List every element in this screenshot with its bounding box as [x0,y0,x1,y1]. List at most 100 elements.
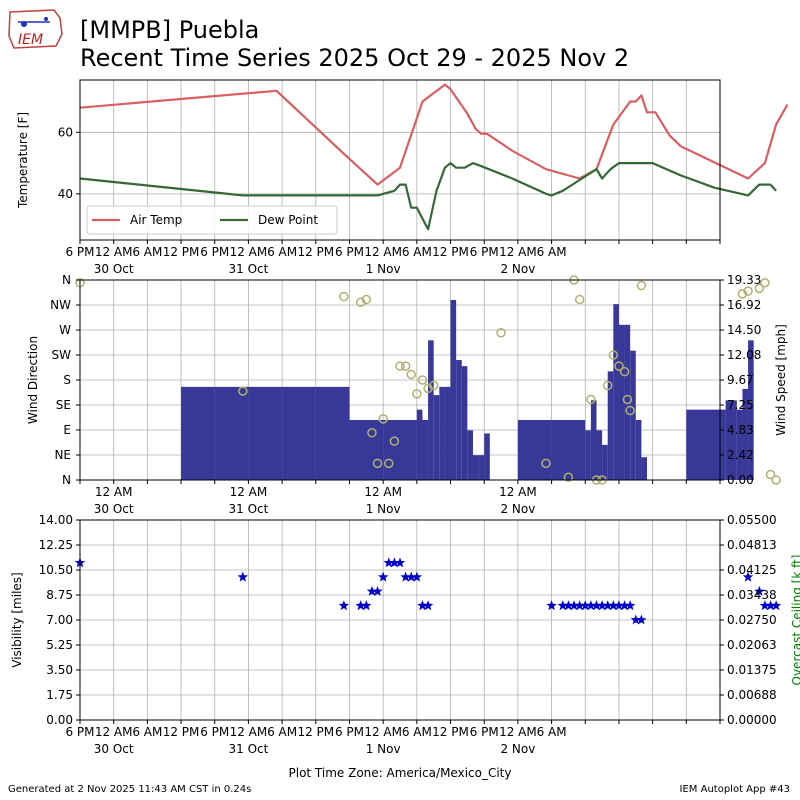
wind-speed-bar [450,299,457,480]
direction-tick-label: N [62,273,71,287]
wind-direction-marker [608,350,619,360]
x-tick-label: 12 AM [499,485,537,499]
visibility-marker [417,600,428,611]
wind-speed-bar [635,419,642,480]
wind-direction-marker [636,280,647,291]
x-tick-label: 12 PM [163,725,200,739]
visibility-marker [361,600,372,611]
ceiling-tick-label: 0.05500 [727,513,777,527]
visibility-marker [619,600,630,611]
wind-direction-marker [754,283,765,294]
visibility-marker [770,600,782,611]
visibility-marker [630,614,641,625]
wind-speed-bar [383,419,417,480]
date-label: 1 Nov [366,742,401,756]
date-label: 2 Nov [500,262,535,276]
wind-direction-marker [771,475,781,485]
visibility-tick-label: 0.00 [46,713,73,727]
y-axis-label-right: Overcast Ceiling [k ft] [790,555,800,686]
wind-direction-marker [602,380,613,391]
speed-tick-label: 14.50 [727,323,761,337]
visibility-marker [608,600,619,611]
legend-label-dew-point: Dew Point [258,213,318,227]
wind-speed-bar [484,433,490,480]
ceiling-tick-label: 0.03438 [727,588,777,602]
x-tick-label: 12 AM [499,245,537,259]
logo-text: IEM [18,32,43,48]
wind-speed-bar [214,386,249,480]
x-tick-label: 12 PM [432,245,469,259]
x-tick-label: 12 AM [364,725,402,739]
wind-direction-marker [622,394,633,405]
wind-panel: N NE E SE S SW W NW N 0.00 2.42 4.83 7.25 9.67 12.08 14… [26,273,788,516]
visibility-marker [366,585,378,596]
wind-speed-bar [602,444,608,480]
wind-direction-marker [400,361,411,371]
visibility-marker [591,600,602,611]
wind-speed-bar [748,340,754,480]
visibility-marker [759,600,771,611]
wind-direction-marker [625,405,635,416]
wind-speed-bar [551,419,586,480]
x-tick-label: 6 AM [402,245,432,259]
visibility-marker [372,585,383,596]
wind-direction-marker [737,289,748,299]
legend: Air Temp Dew Point [86,205,338,235]
wind-speed-bar [444,386,451,480]
visibility-tick-label: 3.50 [46,663,73,677]
visibility-marker [400,571,411,582]
x-tick-label: 12 PM [163,245,200,259]
x-tick-label: 6 AM [537,725,567,739]
dew-point-line [79,162,777,231]
wind-speed-bar [641,457,648,480]
wind-direction-marker [238,386,248,396]
visibility-marker [237,571,248,582]
date-label: 2 Nov [500,742,535,756]
wind-direction-marker [619,366,630,377]
x-tick-label: 6 AM [132,245,162,259]
speed-tick-label: 9.67 [727,373,754,387]
visibility-marker [557,600,568,611]
x-tick-label: 12 AM [364,245,402,259]
visibility-marker [338,600,350,611]
wind-direction-marker [496,328,506,338]
ceiling-tick-label: 0.02063 [727,638,777,652]
wind-speed-bar [456,359,462,480]
generated-footnote: Generated at 2 Nov 2025 11:43 AM CST in … [8,784,252,795]
x-tick-label: 6 AM [132,725,162,739]
ceiling-tick-label: 0.04125 [727,563,777,577]
visibility-tick-label: 7.00 [46,613,73,627]
wind-speed-bar [472,455,479,480]
visibility-marker [585,600,597,611]
wind-speed-bar [585,430,591,480]
x-tick-label: 12 AM [95,485,133,499]
wind-speed-bar [422,419,429,480]
visibility-tick-label: 12.25 [39,538,73,552]
y-axis-label-left: Visibility [miles] [10,572,24,667]
y-axis-label-left: Wind Direction [26,336,40,424]
x-tick-label: 6 PM [65,725,94,739]
air-temp-line [79,83,789,186]
visibility-marker [574,600,585,611]
visibility-tick-label: 8.75 [46,588,73,602]
y-tick-label: 40 [58,187,73,201]
speed-tick-label: 0.00 [727,473,754,487]
wind-speed-bar [467,430,473,480]
date-label: 1 Nov [366,502,401,516]
x-tick-label: 6 AM [267,245,297,259]
x-tick-label: 12 PM [432,725,469,739]
x-tick-label: 12 AM [95,725,133,739]
visibility-marker [563,600,574,611]
visibility-marker [568,600,580,611]
wind-speed-bar [590,400,597,480]
wind-direction-marker [417,375,428,385]
x-tick-label: 12 AM [364,485,402,499]
wind-direction-marker [586,394,596,405]
visibility-marker [394,557,406,568]
visibility-panel: 0.00 1.75 3.50 5.25 7.00 8.75 10.50 12.25 14.00 0… [10,513,800,780]
wind-direction-marker [541,458,551,469]
ceiling-tick-label: 0.00000 [727,713,777,727]
wind-speed-bar [315,386,350,480]
visibility-marker [580,600,591,611]
